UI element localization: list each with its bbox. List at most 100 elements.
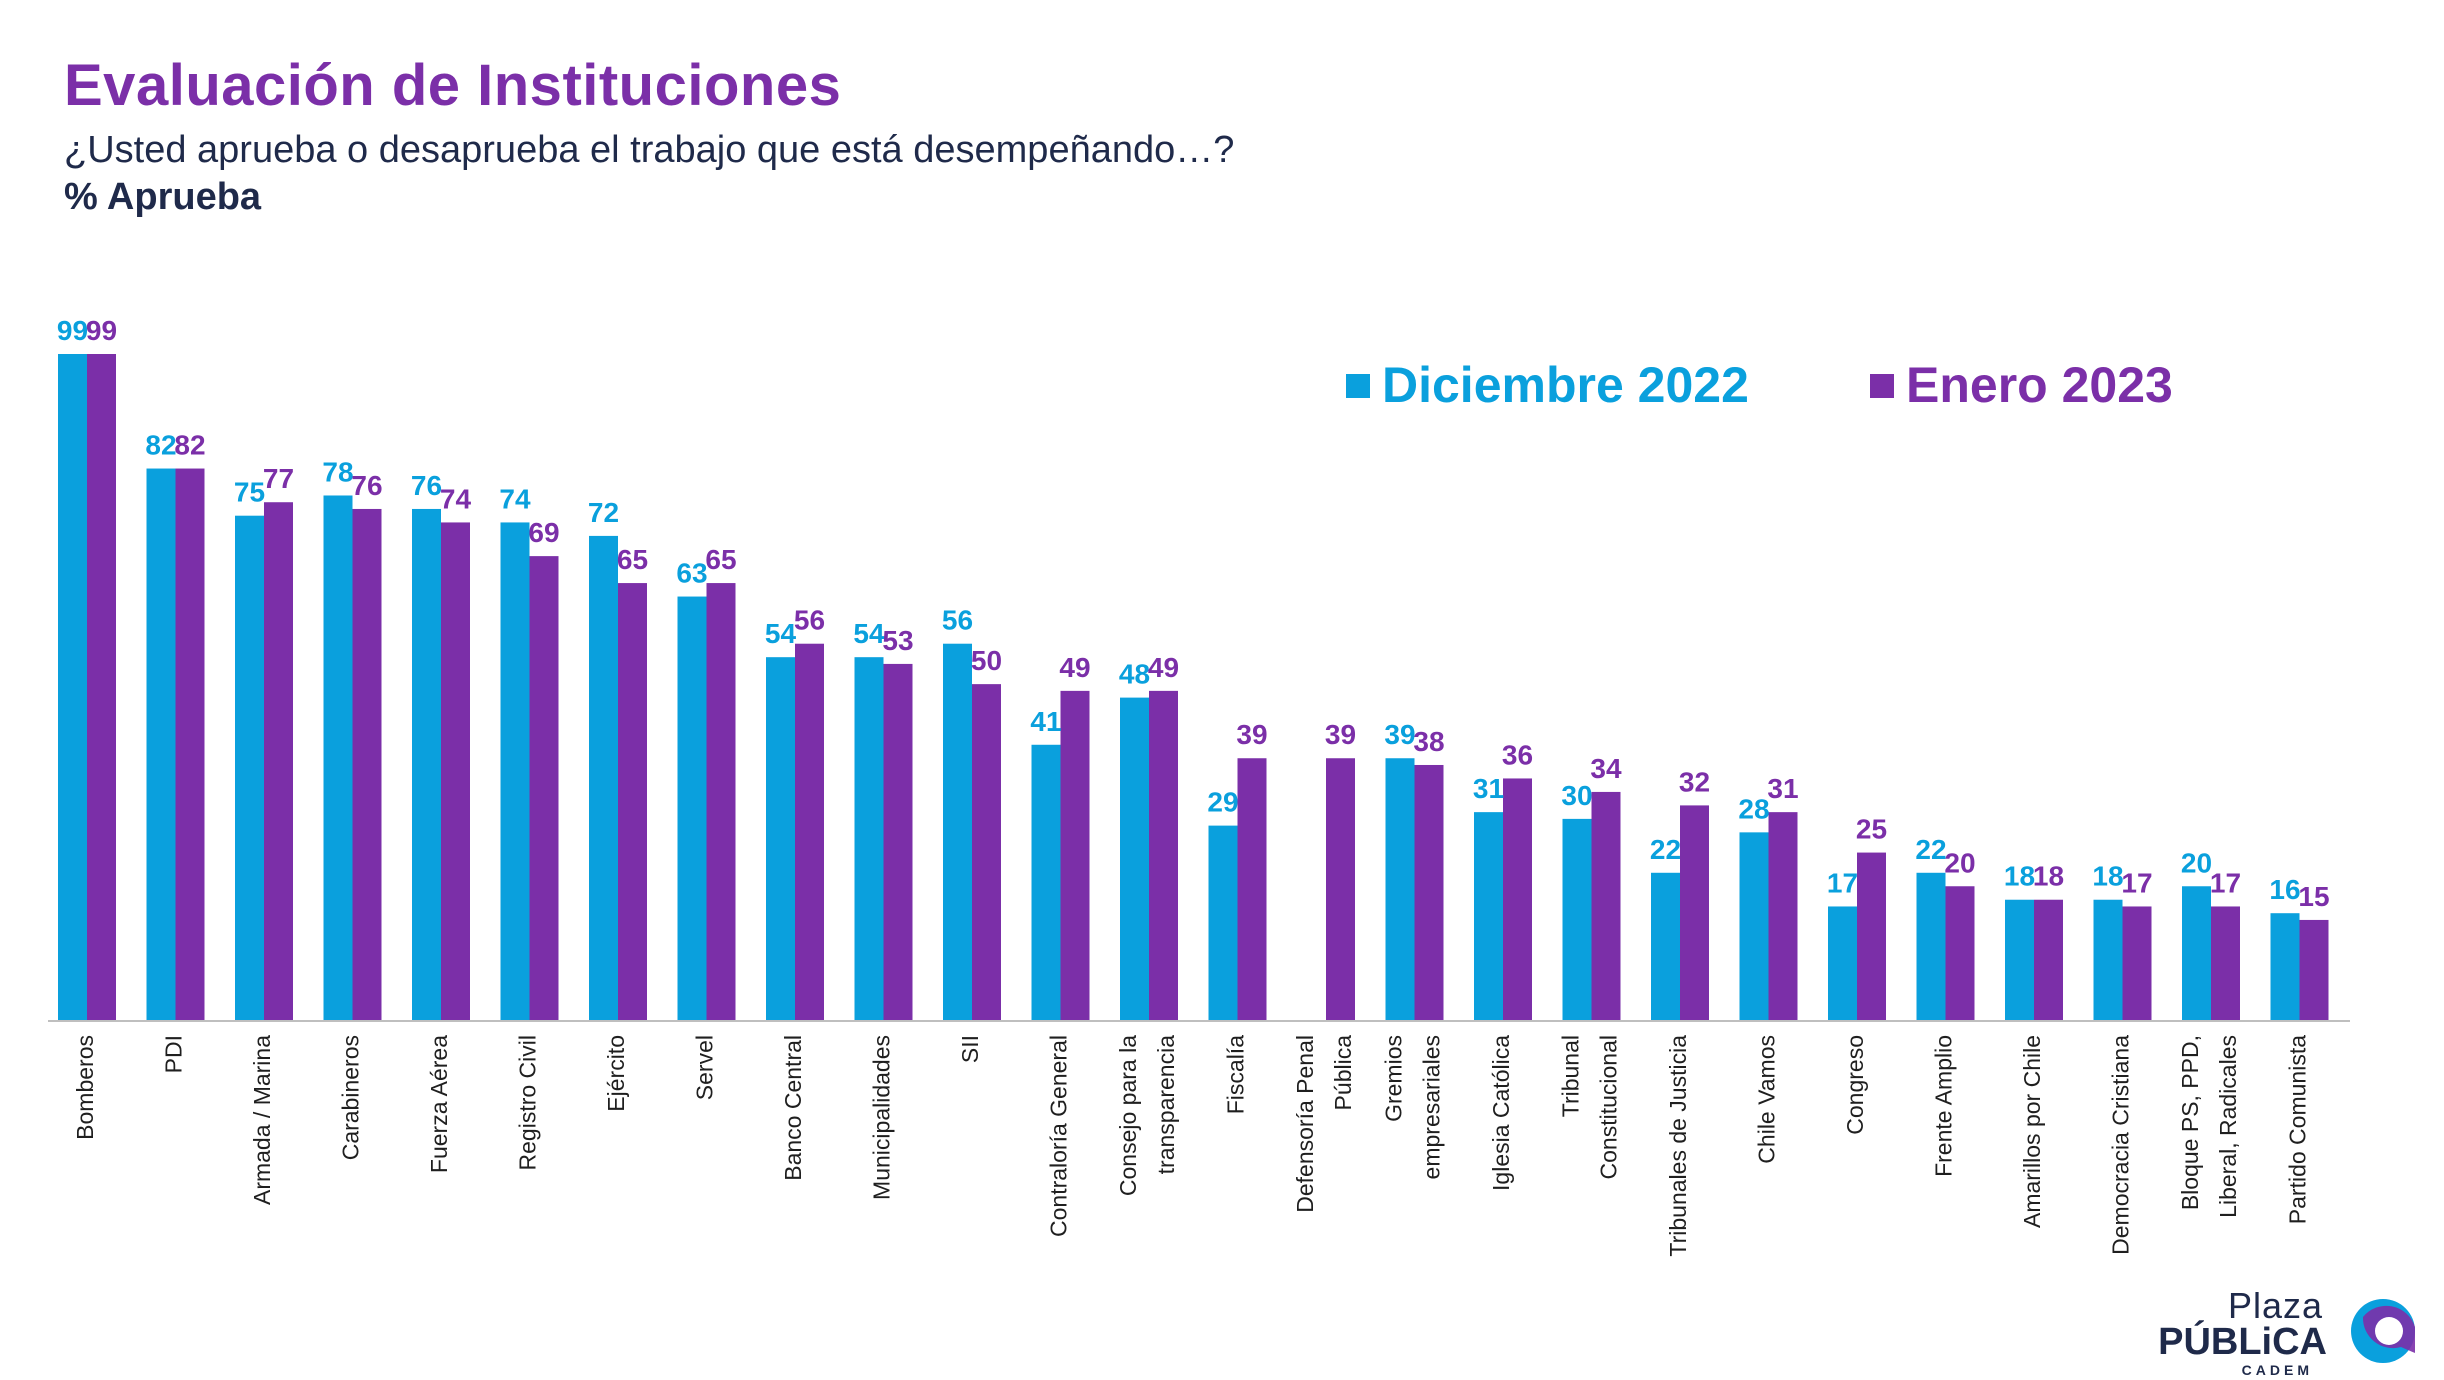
bar-gremios-empresariales-dic [1385, 758, 1415, 1021]
x-label-tribunales-de-justicia: Tribunales de Justicia [1665, 1035, 1691, 1257]
bar-servel-dic [677, 596, 707, 1021]
bar-contraloria-general-dic [1031, 744, 1061, 1021]
value-label-bomberos-dic: 99 [57, 315, 88, 346]
value-label-amarillos-por-chile-dic: 18 [2004, 861, 2035, 892]
value-label-gremios-empresariales-dic: 39 [1384, 719, 1415, 750]
value-label-defensoria-penal-publica-ene: 39 [1325, 719, 1356, 750]
value-label-chile-vamos-ene: 31 [1767, 773, 1798, 804]
value-label-chile-vamos-dic: 28 [1738, 793, 1769, 824]
chart-subtitle: ¿Usted aprueba o desaprueba el trabajo q… [64, 129, 1235, 171]
value-label-tribunales-de-justicia-dic: 22 [1650, 834, 1681, 865]
bar-fiscalia-dic [1208, 825, 1238, 1021]
x-label-line: Fuerza Aérea [426, 1035, 452, 1173]
bar-sii-dic [943, 643, 972, 1021]
bar-servel-ene [706, 583, 736, 1021]
x-label-line: Partido Comunista [2285, 1035, 2311, 1224]
x-label-defensoria-penal-publica: Defensoría Penal Pública [1292, 1035, 1356, 1213]
x-label-sii: SII [957, 1035, 983, 1063]
value-label-registro-civil-dic: 74 [499, 483, 531, 514]
value-label-tribunal-constitucional-dic: 30 [1561, 780, 1592, 811]
x-label-line: transparencia [1153, 1035, 1179, 1175]
value-label-registro-civil-ene: 69 [528, 517, 559, 548]
x-label-registro-civil: Registro Civil [515, 1035, 541, 1170]
x-label-line: empresariales [1419, 1035, 1445, 1179]
value-label-tribunales-de-justicia-ene: 32 [1679, 766, 1710, 797]
bar-chile-vamos-dic [1739, 832, 1769, 1021]
bar-democracia-cristiana-dic [2093, 899, 2123, 1021]
x-label-bomberos: Bomberos [72, 1035, 98, 1140]
x-label-democracia-cristiana: Democracia Cristiana [2108, 1035, 2134, 1255]
chart-legend: Diciembre 2022 Enero 2023 [1346, 357, 2173, 413]
bar-amarillos-por-chile-ene [2034, 899, 2063, 1021]
x-label-line: Amarillos por Chile [2019, 1035, 2045, 1228]
value-label-consejo-para-la-transparencia-ene: 49 [1148, 652, 1179, 683]
logo-line-2: PÚBLiCA [2158, 1321, 2327, 1363]
value-label-partido-comunista-dic: 16 [2269, 874, 2300, 905]
value-label-banco-central-ene: 56 [794, 605, 825, 636]
value-label-consejo-para-la-transparencia-dic: 48 [1119, 659, 1150, 690]
value-label-fuerza-aerea-dic: 76 [411, 470, 442, 501]
value-label-municipalidades-ene: 53 [882, 625, 913, 656]
value-label-frente-amplio-dic: 22 [1915, 834, 1946, 865]
value-label-pdi-ene: 82 [174, 430, 205, 461]
bar-ejercito-dic [589, 535, 618, 1021]
value-label-armada-marina-ene: 77 [263, 463, 294, 494]
x-label-line: Chile Vamos [1754, 1035, 1780, 1164]
x-label-line: Municipalidades [869, 1035, 895, 1200]
bar-pdi-dic [146, 468, 176, 1021]
x-label-line: Constitucional [1596, 1035, 1622, 1179]
x-label-line: Armada / Marina [249, 1035, 275, 1205]
bar-fuerza-aerea-dic [412, 508, 441, 1021]
value-label-carabineros-dic: 78 [322, 456, 353, 487]
x-label-line: PDI [161, 1035, 187, 1073]
x-label-fuerza-aerea: Fuerza Aérea [426, 1035, 452, 1173]
bar-frente-amplio-ene [1945, 886, 1975, 1021]
bar-chile-vamos-ene [1768, 812, 1798, 1021]
x-label-bloque-ps-ppd-liberal-radicales: Bloque PS, PPD, Liberal, Radicales [2177, 1035, 2241, 1218]
x-label-tribunal-constitucional: Tribunal Constitucional [1558, 1035, 1622, 1179]
x-label-line: Pública [1330, 1035, 1356, 1111]
value-label-partido-comunista-ene: 15 [2298, 881, 2329, 912]
value-label-bloque-ps-ppd-liberal-radicales-dic: 20 [2181, 847, 2212, 878]
x-label-partido-comunista: Partido Comunista [2285, 1035, 2311, 1224]
plaza-publica-cadem-logo: Plaza PÚBLiCA CADEM [2158, 1285, 2435, 1378]
value-label-contraloria-general-dic: 41 [1030, 706, 1061, 737]
x-label-line: Fiscalía [1223, 1035, 1249, 1114]
x-label-line: Bloque PS, PPD, [2177, 1035, 2203, 1210]
legend-label-enero: Enero 2023 [1906, 357, 2173, 413]
x-label-servel: Servel [692, 1035, 718, 1100]
value-label-congreso-ene: 25 [1856, 814, 1887, 845]
bar-congreso-ene [1857, 852, 1886, 1021]
value-label-iglesia-catolica-ene: 36 [1502, 739, 1533, 770]
x-label-line: Congreso [1842, 1035, 1868, 1135]
value-label-democracia-cristiana-dic: 18 [2092, 861, 2123, 892]
x-label-line: Carabineros [338, 1035, 364, 1160]
bar-congreso-dic [1828, 906, 1857, 1021]
bar-consejo-para-la-transparencia-ene [1149, 690, 1178, 1021]
x-label-line: Contraloría General [1046, 1035, 1072, 1237]
bar-tribunal-constitucional-dic [1562, 818, 1592, 1021]
speech-bubble-icon [2351, 1299, 2415, 1363]
value-label-municipalidades-dic: 54 [853, 618, 885, 649]
value-label-democracia-cristiana-ene: 17 [2121, 867, 2152, 898]
value-label-bomberos-ene: 99 [86, 315, 117, 346]
value-label-ejercito-dic: 72 [588, 497, 619, 528]
x-label-line: Ejército [603, 1035, 629, 1112]
x-label-line: Bomberos [72, 1035, 98, 1140]
x-label-carabineros: Carabineros [338, 1035, 364, 1160]
x-label-line: Liberal, Radicales [2215, 1035, 2241, 1218]
x-label-gremios-empresariales: Gremios empresariales [1381, 1035, 1445, 1179]
value-label-servel-ene: 65 [705, 544, 736, 575]
x-label-line: Iglesia Católica [1488, 1035, 1514, 1191]
legend-swatch-diciembre [1346, 374, 1370, 398]
bar-bomberos-ene [87, 354, 116, 1021]
x-label-line: SII [957, 1035, 983, 1063]
logo-line-3: CADEM [2241, 1362, 2313, 1378]
bars [58, 354, 2329, 1021]
value-label-contraloria-general-ene: 49 [1059, 652, 1090, 683]
bar-sii-ene [972, 684, 1001, 1021]
legend-swatch-enero [1870, 374, 1894, 398]
value-label-iglesia-catolica-dic: 31 [1473, 773, 1504, 804]
bar-tribunal-constitucional-ene [1591, 791, 1621, 1021]
bar-consejo-para-la-transparencia-dic [1120, 697, 1149, 1021]
